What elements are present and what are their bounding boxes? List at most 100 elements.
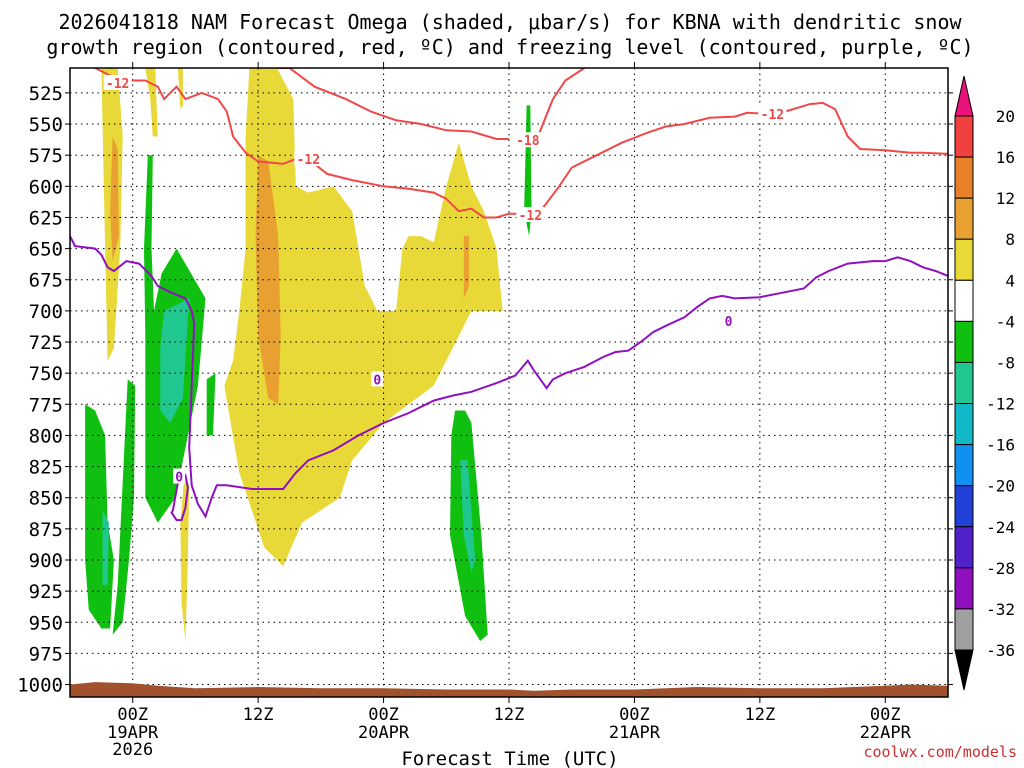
chart-title-line-2: growth region (contoured, red, ºC) and f… (46, 35, 973, 59)
y-tick-label: 875 (29, 519, 63, 541)
freezing-contour-label: 0 (725, 315, 733, 330)
freezing-contour-label: 0 (373, 373, 381, 388)
colorbar-segment (954, 320, 974, 363)
x-tick-label: 12Z (744, 705, 775, 725)
freezing-label-bg (722, 312, 735, 328)
colorbar-segment (954, 115, 974, 158)
colorbar-segment (954, 279, 974, 322)
dgz-contour-label: -12 (519, 209, 542, 224)
x-tick-year: 2026 (112, 740, 153, 760)
plot-content: -12 -12 -18 -12 -12 0 0 0 (70, 68, 948, 697)
y-tick-label: 950 (29, 612, 63, 634)
y-tick-label: 625 (29, 207, 63, 229)
y-tick-label: 700 (29, 301, 63, 323)
freezing-contour-label: 0 (175, 471, 183, 486)
y-tick-label: 850 (29, 488, 63, 510)
y-tick-label: 525 (29, 83, 63, 105)
colorbar-arrow-bottom (954, 649, 974, 691)
dgz-label-bg (294, 150, 323, 166)
plot-area: -12 -12 -18 -12 -12 0 0 0 (69, 67, 949, 698)
colorbar-segment (954, 403, 974, 446)
dgz-contour-line (277, 68, 509, 140)
dgz-label-bg (516, 206, 545, 222)
omega-shading-region (463, 236, 469, 299)
colorbar-label: -24 (986, 518, 1015, 537)
colorbar-label: -12 (986, 395, 1015, 414)
dgz-contour-line (94, 68, 948, 219)
omega-shading-region (85, 404, 114, 629)
x-tick-label: 00Z (368, 705, 399, 725)
y-tick-label: 925 (29, 581, 63, 603)
colorbar-segment (954, 238, 974, 281)
freezing-label-bg (173, 468, 186, 484)
x-tick-date: 19APR (107, 723, 159, 743)
y-tick-label: 575 (29, 145, 63, 167)
y-tick-label: 750 (29, 363, 63, 385)
colorbar-segment (954, 567, 974, 610)
colorbar-label: 4 (1005, 271, 1015, 290)
colorbar-label: -20 (986, 477, 1015, 496)
omega-shading-region (206, 373, 216, 436)
colorbar-label: -16 (986, 436, 1015, 455)
colorbar-segment (954, 608, 974, 651)
colorbar-label: -36 (986, 641, 1015, 660)
y-tick-label: 650 (29, 239, 63, 261)
omega-shading-region (160, 298, 190, 423)
dgz-contour-line (535, 68, 585, 141)
omega-shading-region (112, 379, 136, 635)
y-tick-label: 775 (29, 394, 63, 416)
y-tick-label: 975 (29, 643, 63, 665)
y-tick-label: 725 (29, 332, 63, 354)
chart-title-line-1: 2026041818 NAM Forecast Omega (shaded, μ… (58, 10, 962, 34)
dgz-contour-label: -12 (106, 77, 129, 92)
colorbar-label: 20 (996, 107, 1015, 126)
x-tick-label: 00Z (619, 705, 650, 725)
colorbar-label: -32 (986, 600, 1015, 619)
terrain-fill (70, 682, 948, 697)
colorbar-segment (954, 485, 974, 528)
colorbar: 20 16 12 8 4 -4 -8 -12 -16 -20 -24 -28 -32 -36 (954, 75, 1015, 691)
y-tick-label: 550 (29, 114, 63, 136)
y-tick-label: 1000 (17, 675, 63, 697)
colorbar-arrow-top (954, 75, 974, 117)
y-tick-label: 825 (29, 457, 63, 479)
colorbar-label: 8 (1005, 230, 1015, 249)
omega-shading-region (460, 460, 476, 573)
freezing-level-contour (70, 235, 948, 519)
y-tick-label: 675 (29, 270, 63, 292)
x-tick-label: 00Z (117, 705, 148, 725)
x-tick-label: 12Z (494, 705, 525, 725)
colorbar-label: -8 (996, 353, 1015, 372)
dgz-contour-label: -12 (761, 108, 784, 123)
colorbar-segment (954, 197, 974, 240)
colorbar-label: -4 (996, 312, 1015, 331)
x-tick-label: 12Z (243, 705, 274, 725)
y-tick-label: 800 (29, 425, 63, 447)
colorbar-segment (954, 156, 974, 199)
freezing-label-bg (371, 371, 384, 387)
omega-shading-region (145, 68, 158, 137)
y-tick-label: 900 (29, 550, 63, 572)
colorbar-segment (954, 444, 974, 487)
omega-shading-region (177, 68, 183, 110)
omega-shading-region (110, 136, 119, 262)
colorbar-label: 12 (996, 189, 1015, 208)
dgz-label-bg (513, 132, 542, 148)
x-tick-date: 21APR (609, 723, 661, 743)
dgz-label-bg (103, 74, 132, 90)
omega-shading-region (180, 479, 190, 641)
x-tick-date: 20APR (358, 723, 410, 743)
dgz-label-bg (758, 106, 787, 122)
colorbar-label: 16 (996, 148, 1015, 167)
x-tick-date: 22APR (860, 723, 912, 743)
colorbar-segment (954, 361, 974, 405)
dgz-contour-label: -12 (297, 153, 320, 168)
y-axis: 525 550 575 600 625 650 675 700 725 750 775 800 825 8… (17, 83, 953, 697)
credit-text: coolwx.com/models (863, 743, 1017, 761)
x-axis-label: Forecast Time (UTC) (401, 748, 618, 768)
omega-shading-region (224, 68, 503, 567)
x-tick-label: 00Z (870, 705, 901, 725)
dgz-contour-label: -18 (516, 134, 540, 149)
